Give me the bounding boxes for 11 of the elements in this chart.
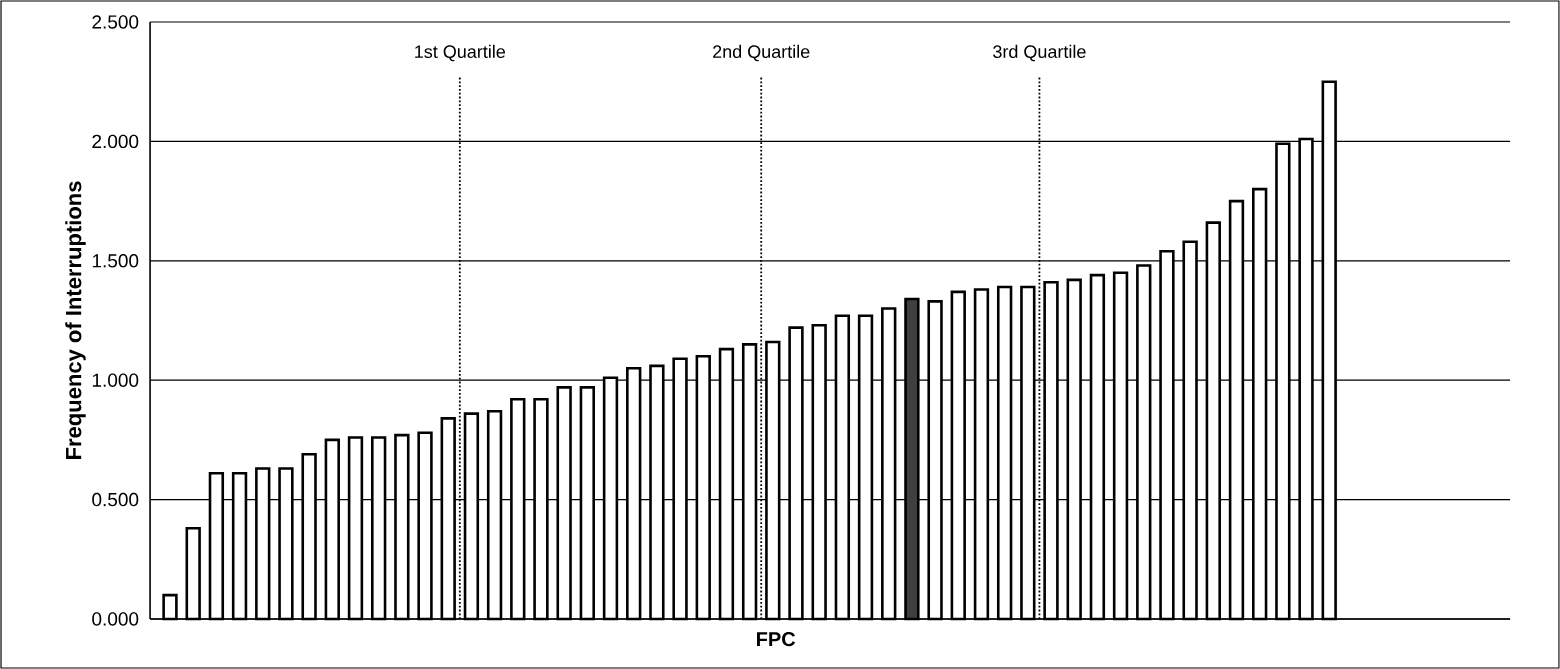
y-tick-label: 2.000 [92,134,139,149]
annotation: 2nd Quartile [713,44,810,62]
annotation: 1st Quartile [415,44,506,62]
y-tick-label: 0.500 [92,492,139,507]
annotation: 3rd Quartile [993,44,1086,62]
y-tick-label: 1.000 [92,373,139,387]
x-axis-title: FPC [757,632,796,647]
y-tick-label: 2.500 [92,15,139,29]
y-tick-label: 0.000 [92,612,139,626]
y-tick-label: 1.500 [92,254,139,268]
y-axis-title: Frequency of Interruptions [65,181,86,459]
